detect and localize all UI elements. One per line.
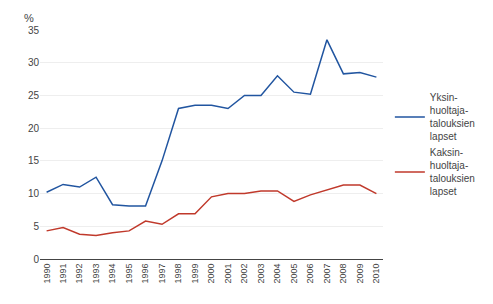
svg-text:2006: 2006 [305,264,315,284]
svg-text:10: 10 [28,188,40,199]
svg-text:2007: 2007 [322,264,332,284]
svg-text:1998: 1998 [173,264,183,284]
svg-text:2000: 2000 [206,264,216,284]
svg-text:1995: 1995 [124,264,134,284]
svg-text:2005: 2005 [289,264,299,284]
svg-text:2008: 2008 [338,264,348,284]
svg-text:30: 30 [28,57,40,68]
svg-text:5: 5 [33,221,39,232]
svg-text:20: 20 [28,123,40,134]
svg-text:1990: 1990 [42,264,52,284]
svg-text:15: 15 [28,155,40,166]
svg-text:%: % [24,12,34,24]
svg-text:2010: 2010 [371,264,381,284]
svg-text:1997: 1997 [157,264,167,284]
svg-text:1991: 1991 [58,264,68,284]
svg-text:Kaksin-huoltaja-talouksienlaps: Kaksin-huoltaja-talouksienlapset [430,147,475,197]
svg-text:1996: 1996 [140,264,150,284]
svg-text:0: 0 [33,254,39,265]
svg-text:2009: 2009 [355,264,365,284]
svg-text:25: 25 [28,90,40,101]
svg-text:1994: 1994 [107,264,117,284]
svg-text:2003: 2003 [256,264,266,284]
svg-text:Yksin-huoltaja-talouksienlapse: Yksin-huoltaja-talouksienlapset [430,92,475,142]
svg-text:1999: 1999 [190,264,200,284]
svg-text:2001: 2001 [223,264,233,284]
svg-text:2004: 2004 [272,264,282,284]
svg-text:35: 35 [28,25,40,36]
svg-text:1992: 1992 [75,264,85,284]
svg-text:2002: 2002 [239,264,249,284]
svg-text:1993: 1993 [91,264,101,284]
